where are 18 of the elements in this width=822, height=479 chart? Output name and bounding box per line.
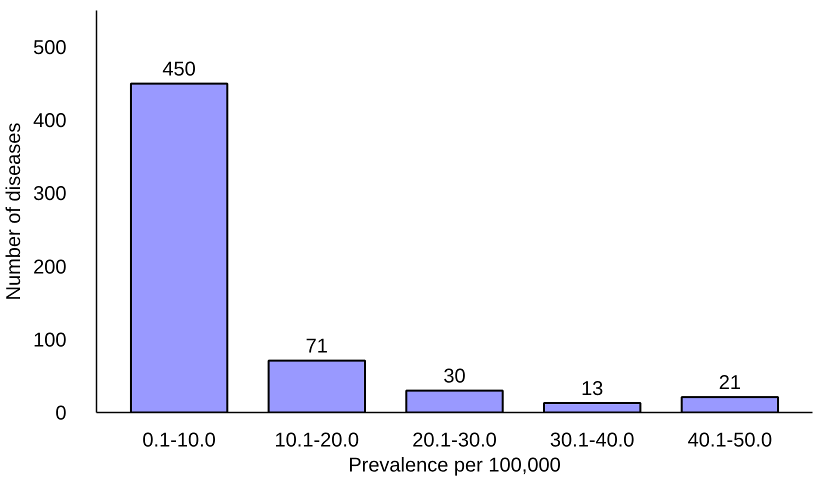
x-tick-label: 0.1-10.0	[142, 430, 216, 452]
x-tick-label: 20.1-30.0	[412, 430, 497, 452]
y-tick-label: 100	[33, 329, 67, 352]
data-label: 13	[581, 378, 604, 400]
x-axis-title: Prevalence per 100,000	[348, 454, 561, 476]
x-tick-label: 30.1-40.0	[550, 430, 634, 452]
data-label: 71	[306, 336, 328, 358]
x-tick-label: 40.1-50.0	[688, 430, 772, 452]
y-tick-label: 0	[55, 402, 66, 424]
data-label: 30	[443, 366, 466, 388]
y-tick-label: 300	[33, 183, 67, 206]
y-axis-title: Number of diseases	[3, 122, 26, 300]
data-label: 21	[718, 372, 742, 394]
data-label: 450	[162, 58, 196, 81]
y-tick-label: 500	[33, 37, 67, 60]
x-tick-label: 10.1-20.0	[274, 430, 360, 452]
y-tick-label: 400	[33, 110, 67, 132]
y-tick-label: 200	[33, 256, 67, 278]
